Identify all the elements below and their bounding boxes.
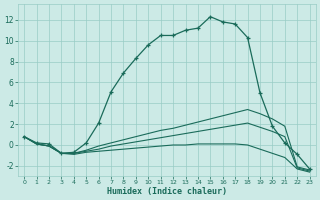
X-axis label: Humidex (Indice chaleur): Humidex (Indice chaleur) [107,187,227,196]
